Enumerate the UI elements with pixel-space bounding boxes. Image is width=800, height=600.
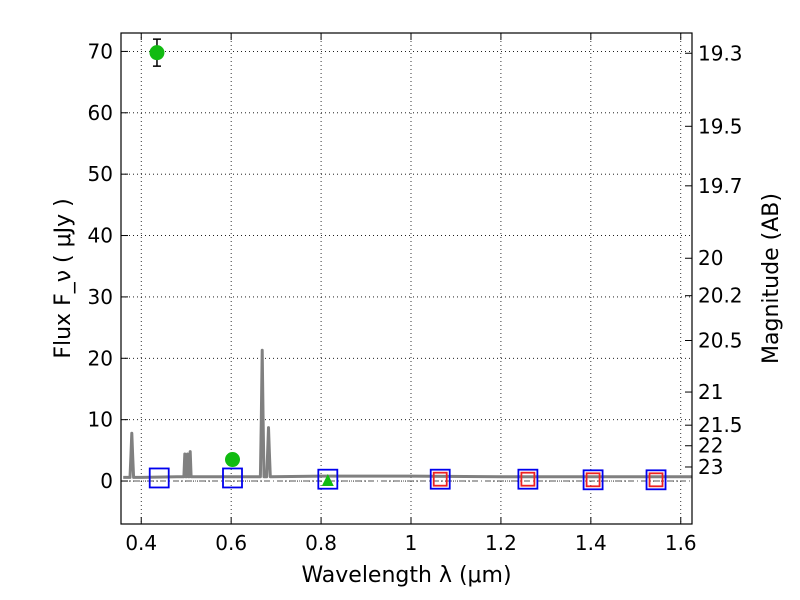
model-band-flux-marker: [222, 467, 243, 489]
plot-frame: [120, 32, 693, 525]
right-axis-label: Magnitude (AB): [759, 193, 784, 364]
y-tick-label: 70: [88, 39, 113, 63]
observed-band-flux-marker: [585, 472, 601, 488]
magnitude-tick-label: 22: [698, 434, 723, 458]
magnitude-tick-label: 23: [698, 455, 723, 479]
photometry-point: [149, 45, 165, 61]
model-band-flux-marker: [148, 467, 170, 489]
photometry-point: [225, 452, 241, 468]
model-band-flux-marker: [517, 468, 539, 490]
x-tick-label: 1: [405, 531, 418, 555]
magnitude-tick-label: 20: [698, 246, 723, 270]
magnitude-tick-label: 21: [698, 380, 723, 404]
observed-band-flux-marker: [520, 471, 536, 487]
x-tick-label: 1.2: [485, 531, 517, 555]
observed-band-flux-marker: [432, 471, 448, 487]
y-tick-label: 20: [88, 346, 113, 370]
data-series: [123, 38, 692, 491]
magnitude-tick-label: 20.5: [698, 328, 743, 352]
y-tick-label: 60: [88, 101, 113, 125]
model-band-flux-marker: [645, 469, 667, 491]
x-tick-label: 0.6: [215, 531, 247, 555]
y-tick-label: 50: [88, 162, 113, 186]
x-tick-label: 1.6: [665, 531, 697, 555]
magnitude-tick-label: 20.2: [698, 284, 743, 308]
y-tick-label: 0: [100, 469, 113, 493]
magnitude-tick-label: 19.3: [698, 41, 743, 65]
x-tick-label: 0.8: [305, 531, 337, 555]
magnitude-tick-label: 19.7: [698, 174, 743, 198]
grid-lines: [121, 33, 692, 524]
y-tick-label: 30: [88, 285, 113, 309]
y-axis-label: Flux F_ν ( μJy ): [51, 198, 76, 358]
y-tick-label: 10: [88, 408, 113, 432]
x-axis-ticks: 0.4 0.6 0.8 1 1.2 1.4 1.6: [125, 33, 697, 555]
upper-limit-point: [321, 474, 334, 487]
observed-band-flux-marker: [648, 472, 664, 488]
magnitude-tick-label: 19.5: [698, 114, 743, 138]
magnitude-tick-label: 21.5: [698, 413, 743, 437]
y-axis-ticks: 0 10 20 30 40 50 60 70: [88, 39, 128, 493]
model-band-flux-marker: [317, 468, 339, 490]
model-band-flux-marker: [429, 468, 451, 490]
model-band-flux-marker: [582, 469, 604, 491]
x-tick-label: 1.4: [575, 531, 607, 555]
x-axis-label: Wavelength λ (μm): [301, 563, 511, 588]
y-tick-label: 40: [88, 224, 113, 248]
model-spectrum-line: [123, 348, 692, 479]
x-tick-label: 0.4: [125, 531, 157, 555]
